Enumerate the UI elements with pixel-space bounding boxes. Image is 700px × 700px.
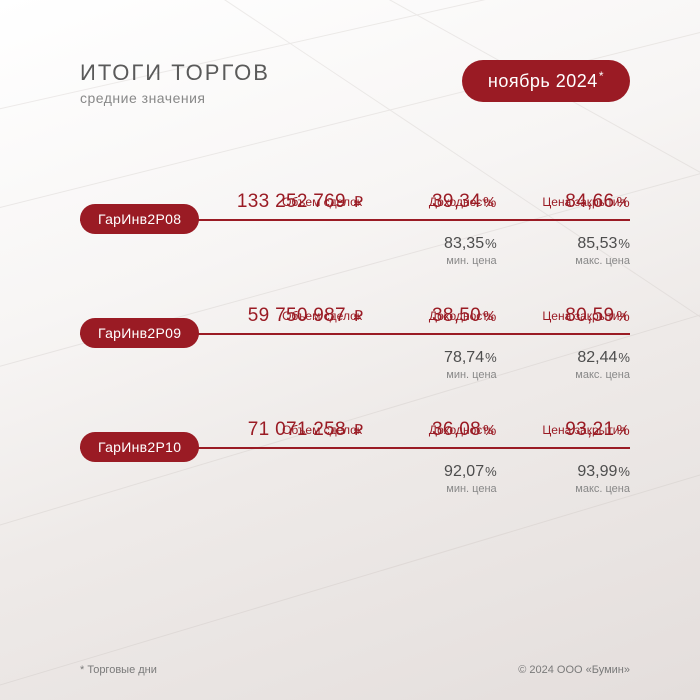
header: ИТОГИ ТОРГОВ средние значения ноябрь 202… <box>80 60 630 106</box>
instrument-card: Объем сделок Доходность Цена закрытия 13… <box>80 195 630 267</box>
percent-unit: % <box>483 422 497 439</box>
instrument-card: Объем сделок Доходность Цена закрытия 71… <box>80 423 630 495</box>
percent-unit: % <box>618 464 630 479</box>
percent-unit: % <box>616 194 630 211</box>
max-value: 85,53 <box>577 235 617 252</box>
percent-unit: % <box>618 236 630 251</box>
divider-line: ГарИнв2Р08 <box>80 219 630 221</box>
max-label: макс. цена <box>497 369 630 381</box>
copyright: © 2024 ООО «Бумин» <box>518 664 630 676</box>
percent-unit: % <box>616 308 630 325</box>
footer: * Торговые дни © 2024 ООО «Бумин» <box>80 664 630 676</box>
sub-values: 78,74% мин. цена 82,44% макс. цена <box>80 349 630 381</box>
page-title: ИТОГИ ТОРГОВ <box>80 60 270 86</box>
percent-unit: % <box>485 350 497 365</box>
volume-value: 71 071 258 <box>248 419 346 440</box>
percent-unit: % <box>485 236 497 251</box>
period-badge: ноябрь 2024* <box>462 60 630 102</box>
period-text: ноябрь 2024 <box>488 71 598 91</box>
divider-line: ГарИнв2Р09 <box>80 333 630 335</box>
sub-values: 92,07% мин. цена 93,99% макс. цена <box>80 463 630 495</box>
footnote: * Торговые дни <box>80 664 157 676</box>
yield-value: 38,50 <box>432 305 481 326</box>
yield-value: 39,34 <box>432 191 481 212</box>
instrument-card: Объем сделок Доходность Цена закрытия 59… <box>80 309 630 381</box>
currency-unit: ₽ <box>353 308 363 325</box>
currency-unit: ₽ <box>353 194 363 211</box>
min-value: 78,74 <box>444 349 484 366</box>
volume-value: 133 252 769 <box>237 191 346 212</box>
percent-unit: % <box>483 308 497 325</box>
volume-value: 59 750 987 <box>248 305 346 326</box>
close-value: 80,59 <box>565 305 614 326</box>
divider-line: ГарИнв2Р10 <box>80 447 630 449</box>
period-asterisk: * <box>599 69 604 83</box>
min-label: мин. цена <box>363 255 496 267</box>
currency-unit: ₽ <box>353 422 363 439</box>
instrument-name: ГарИнв2Р10 <box>80 432 199 462</box>
percent-unit: % <box>483 194 497 211</box>
percent-unit: % <box>485 464 497 479</box>
percent-unit: % <box>618 350 630 365</box>
close-value: 93,21 <box>565 419 614 440</box>
page-subtitle: средние значения <box>80 90 270 106</box>
max-value: 82,44 <box>577 349 617 366</box>
max-value: 93,99 <box>577 463 617 480</box>
min-value: 92,07 <box>444 463 484 480</box>
instrument-name: ГарИнв2Р09 <box>80 318 199 348</box>
title-block: ИТОГИ ТОРГОВ средние значения <box>80 60 270 106</box>
yield-value: 36,08 <box>432 419 481 440</box>
max-label: макс. цена <box>497 483 630 495</box>
cards-container: Объем сделок Доходность Цена закрытия 13… <box>80 195 630 537</box>
max-label: макс. цена <box>497 255 630 267</box>
min-label: мин. цена <box>363 483 496 495</box>
instrument-name: ГарИнв2Р08 <box>80 204 199 234</box>
min-label: мин. цена <box>363 369 496 381</box>
percent-unit: % <box>616 422 630 439</box>
sub-values: 83,35% мин. цена 85,53% макс. цена <box>80 235 630 267</box>
close-value: 84,66 <box>565 191 614 212</box>
min-value: 83,35 <box>444 235 484 252</box>
